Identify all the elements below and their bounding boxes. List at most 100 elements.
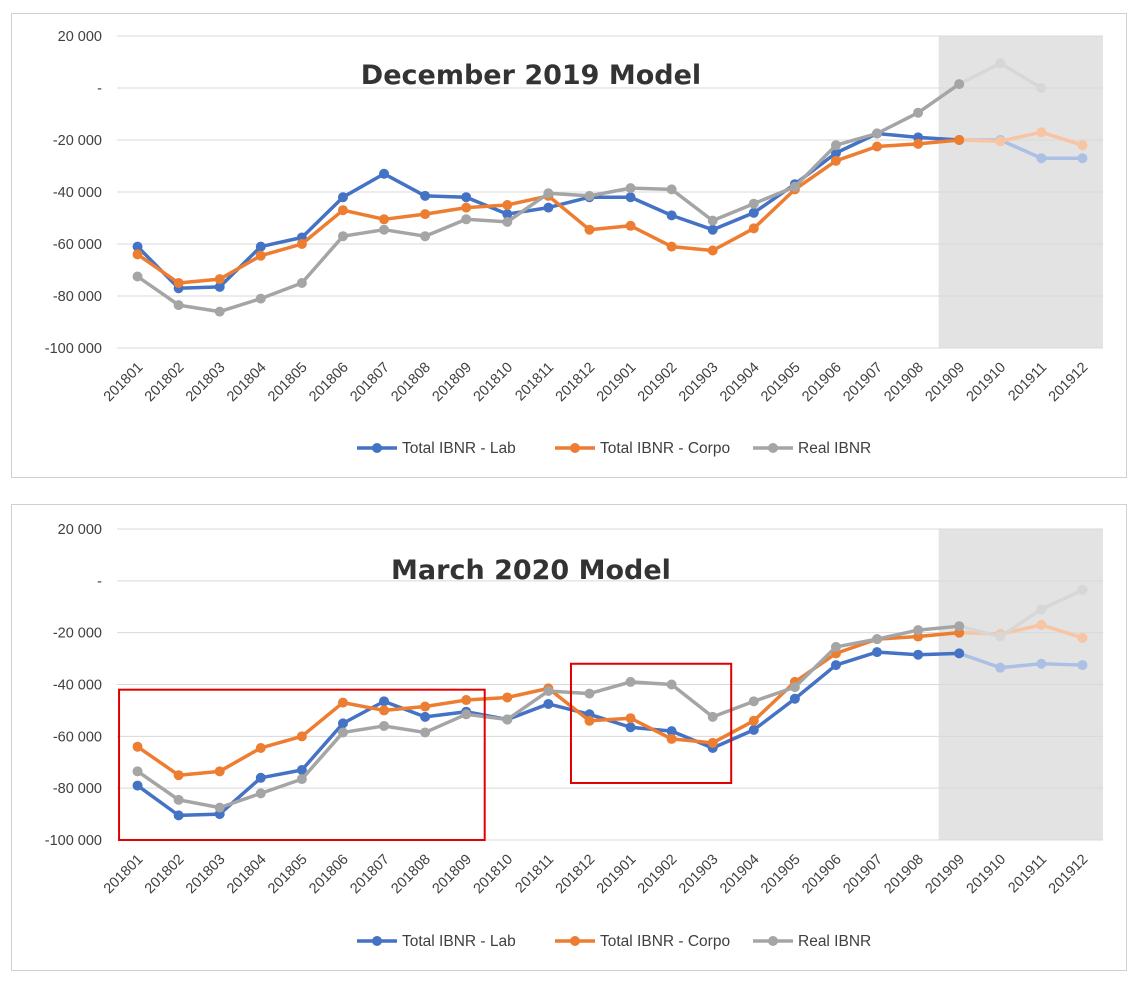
- series-line-total-ibnr-corpo: [710, 719, 756, 745]
- chart-title: March 2020 Model: [391, 555, 671, 586]
- data-point-total-ibnr-corpo: [379, 705, 390, 716]
- data-point-total-ibnr-lab: [543, 202, 554, 213]
- series-line-real-ibnr: [135, 274, 181, 307]
- december-2019-chart-panel: 20 000 - -20 000 -40 000 -60 000 -80 000 -100 …: [11, 13, 1127, 478]
- x-tick-label: 201808: [388, 852, 434, 898]
- data-point-total-ibnr-lab: [625, 192, 636, 203]
- x-tick-label: 201804: [224, 360, 270, 406]
- series-line-real-ibnr: [300, 234, 345, 285]
- series-line-real-ibnr: [341, 724, 386, 735]
- series-line-real-ibnr: [875, 110, 920, 136]
- series-line-total-ibnr-corpo: [628, 716, 674, 741]
- data-point-real-ibnr: [461, 709, 472, 720]
- series-line-real-ibnr: [341, 227, 386, 238]
- series-line-real-ibnr: [916, 624, 961, 632]
- data-point-total-ibnr-lab: [666, 210, 677, 221]
- x-tick-label: 201812: [553, 852, 599, 898]
- data-point-total-ibnr-corpo: [913, 138, 924, 149]
- series-line-total-ibnr-lab: [423, 194, 468, 199]
- series-line-real-ibnr: [382, 724, 427, 735]
- data-point-real-ibnr: [584, 190, 595, 201]
- x-tick-label: 201902: [635, 852, 681, 898]
- data-point-real-ibnr: [173, 794, 184, 805]
- legend-marker-real-ibnr: [768, 443, 778, 453]
- data-point-total-ibnr-lab: [132, 780, 143, 791]
- data-point-total-ibnr-corpo: [379, 214, 390, 225]
- data-point-total-ibnr-corpo: [255, 250, 266, 261]
- data-point-total-ibnr-lab: [1036, 658, 1047, 669]
- x-tick-label: 201905: [758, 852, 804, 898]
- series-line-total-ibnr-corpo: [135, 252, 181, 285]
- x-tick-label: 201802: [142, 360, 188, 406]
- series-line-total-ibnr-corpo: [341, 208, 386, 222]
- data-point-total-ibnr-corpo: [666, 733, 677, 744]
- y-tick-label: 20 000: [58, 29, 102, 45]
- data-point-total-ibnr-lab: [337, 718, 348, 729]
- series-line-real-ibnr: [710, 699, 756, 719]
- y-tick-label: -20 000: [53, 626, 102, 642]
- y-tick-label: 20 000: [58, 522, 102, 538]
- x-tick-label: 201811: [512, 852, 557, 897]
- series-line-real-ibnr: [176, 798, 222, 810]
- data-point-real-ibnr: [255, 788, 266, 799]
- data-point-total-ibnr-corpo: [502, 200, 513, 210]
- data-point-total-ibnr-corpo: [214, 766, 225, 777]
- series-line-real-ibnr: [916, 82, 961, 115]
- series-line-real-ibnr: [587, 186, 633, 198]
- data-point-real-ibnr: [913, 107, 924, 118]
- x-tick-label: 201911: [1005, 360, 1050, 405]
- series-line-total-ibnr-lab: [710, 211, 756, 232]
- x-tick-label: 201806: [306, 852, 352, 898]
- y-tick-label: -60 000: [53, 729, 102, 745]
- y-tick-label: -40 000: [53, 185, 102, 201]
- series-line-total-ibnr-corpo: [176, 277, 222, 285]
- legend-marker-total-ibnr-corpo: [570, 443, 580, 453]
- series-line-total-ibnr-lab: [710, 728, 756, 750]
- data-point-total-ibnr-lab: [789, 693, 800, 704]
- series-line-total-ibnr-corpo: [217, 746, 263, 774]
- x-tick-label: 201805: [265, 360, 311, 406]
- data-point-real-ibnr: [584, 688, 595, 699]
- series-line-total-ibnr-corpo: [341, 700, 386, 713]
- series-line-total-ibnr-lab: [176, 812, 222, 818]
- series-line-real-ibnr: [300, 730, 345, 781]
- series-line-real-ibnr: [259, 281, 304, 301]
- series-line-total-ibnr-corpo: [464, 203, 510, 210]
- data-point-total-ibnr-lab: [830, 148, 841, 158]
- data-point-real-ibnr: [173, 300, 184, 311]
- x-tick-label: 201904: [717, 852, 763, 898]
- x-tick-label: 201802: [142, 852, 188, 898]
- series-line-real-ibnr: [793, 645, 838, 689]
- data-point-total-ibnr-corpo: [214, 274, 225, 285]
- series-line-total-ibnr-corpo: [300, 208, 345, 246]
- series-line-real-ibnr: [423, 217, 468, 238]
- series-line-total-ibnr-lab: [300, 195, 345, 240]
- legend-label-total-ibnr-lab: Total IBNR - Lab: [402, 933, 516, 950]
- series-line-total-ibnr-corpo: [752, 187, 797, 231]
- data-point-total-ibnr-corpo: [255, 742, 266, 753]
- data-point-real-ibnr: [830, 140, 841, 151]
- series-line-total-ibnr-corpo: [875, 142, 920, 149]
- series-line-total-ibnr-corpo: [464, 695, 510, 702]
- data-point-real-ibnr: [707, 711, 718, 722]
- x-tick-label: 201801: [101, 852, 147, 898]
- y-tick-label: -: [97, 574, 102, 590]
- x-tick-label: 201804: [224, 852, 270, 898]
- series-line-total-ibnr-lab: [998, 138, 1044, 160]
- series-line-total-ibnr-lab: [217, 776, 263, 816]
- highlight-box: [118, 688, 486, 841]
- series-line-real-ibnr: [217, 296, 263, 314]
- series-line-total-ibnr-corpo: [1039, 623, 1085, 640]
- series-line-total-ibnr-lab: [176, 285, 222, 290]
- highlight-box: [569, 662, 733, 784]
- data-point-total-ibnr-lab: [255, 772, 266, 783]
- data-point-total-ibnr-lab: [255, 241, 266, 252]
- data-point-total-ibnr-lab: [748, 724, 759, 735]
- series-line-real-ibnr: [464, 712, 510, 722]
- data-point-total-ibnr-lab: [420, 711, 431, 722]
- data-point-total-ibnr-corpo: [748, 223, 759, 234]
- x-tick-label: 201909: [923, 852, 969, 898]
- data-point-total-ibnr-corpo: [461, 695, 472, 706]
- series-line-real-ibnr: [834, 131, 879, 147]
- series-line-total-ibnr-corpo: [793, 159, 838, 192]
